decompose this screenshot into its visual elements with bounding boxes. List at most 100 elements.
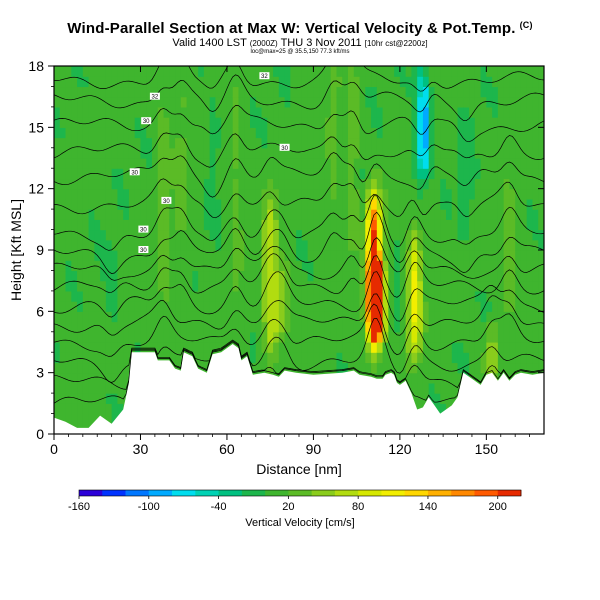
x-axis-label: Distance [nm] <box>256 461 342 477</box>
velocity-cell <box>307 290 315 302</box>
velocity-cell <box>480 250 487 261</box>
velocity-cell <box>238 352 245 364</box>
velocity-cell <box>105 393 113 404</box>
velocity-cell <box>480 178 487 190</box>
velocity-cell <box>399 260 407 272</box>
velocity-cell <box>371 301 378 312</box>
velocity-cell <box>319 250 326 261</box>
velocity-cell <box>290 86 297 98</box>
velocity-cell <box>371 158 378 169</box>
velocity-cell <box>446 290 453 302</box>
velocity-cell <box>111 301 119 312</box>
velocity-cell <box>140 331 147 343</box>
velocity-cell <box>111 372 119 384</box>
velocity-cell <box>515 301 522 312</box>
velocity-cell <box>203 178 211 190</box>
velocity-cell <box>324 86 332 98</box>
velocity-cell <box>509 280 516 292</box>
velocity-cell <box>134 270 142 282</box>
velocity-cell <box>77 342 84 353</box>
velocity-cell <box>348 158 355 169</box>
velocity-cell <box>348 96 355 108</box>
velocity-cell <box>169 352 176 364</box>
velocity-cell <box>255 362 263 374</box>
chart-title-text: Wind-Parallel Section at Max W: Vertical… <box>67 20 516 37</box>
velocity-cell <box>278 137 286 149</box>
velocity-cell <box>221 76 228 88</box>
velocity-cell <box>273 239 280 251</box>
velocity-cell <box>371 219 378 231</box>
velocity-cell <box>342 301 349 312</box>
velocity-cell <box>65 280 72 292</box>
velocity-cell <box>180 188 188 200</box>
velocity-cell <box>336 76 343 88</box>
velocity-cell <box>388 127 395 139</box>
velocity-cell <box>273 198 280 210</box>
velocity-cell <box>324 147 332 159</box>
velocity-cell <box>336 331 343 343</box>
velocity-cell <box>146 168 153 180</box>
velocity-cell <box>411 260 418 272</box>
velocity-cell <box>175 290 182 302</box>
velocity-cell <box>215 86 222 98</box>
velocity-cell <box>457 158 464 169</box>
velocity-cell <box>226 270 234 282</box>
velocity-cell <box>65 76 72 88</box>
velocity-cell <box>59 106 67 118</box>
velocity-cell <box>480 352 487 364</box>
velocity-cell <box>255 147 263 159</box>
velocity-cell <box>434 260 441 272</box>
velocity-cell <box>422 219 430 231</box>
velocity-cell <box>100 311 107 323</box>
velocity-cell <box>82 382 90 394</box>
velocity-cell <box>140 66 147 77</box>
velocity-cell <box>474 117 482 128</box>
velocity-cell <box>457 270 464 282</box>
velocity-cell <box>474 158 482 169</box>
velocity-cell <box>422 290 430 302</box>
velocity-cell <box>105 86 113 98</box>
velocity-cell <box>376 147 384 159</box>
velocity-cell <box>192 321 199 333</box>
velocity-cell <box>313 106 320 118</box>
velocity-cell <box>457 147 464 159</box>
velocity-cell <box>451 209 459 220</box>
velocity-cell <box>169 209 176 220</box>
velocity-cell <box>238 331 245 343</box>
velocity-cell <box>94 239 101 251</box>
velocity-cell <box>77 250 84 261</box>
velocity-cell <box>175 106 182 118</box>
velocity-cell <box>77 229 84 241</box>
velocity-cell <box>290 311 297 323</box>
velocity-cell <box>336 127 343 139</box>
velocity-cell <box>503 106 511 118</box>
velocity-cell <box>94 382 101 394</box>
velocity-cell <box>474 106 482 118</box>
velocity-cell <box>388 158 395 169</box>
velocity-cell <box>515 86 522 98</box>
velocity-cell <box>296 158 303 169</box>
velocity-cell <box>532 137 539 149</box>
velocity-cell <box>198 168 205 180</box>
velocity-cell <box>65 290 72 302</box>
velocity-cell <box>192 158 199 169</box>
velocity-cell <box>486 270 493 282</box>
velocity-cell <box>434 127 441 139</box>
velocity-cell <box>203 260 211 272</box>
velocity-cell <box>348 352 355 364</box>
velocity-cell <box>376 311 384 323</box>
velocity-cell <box>503 290 511 302</box>
velocity-cell <box>255 209 263 220</box>
velocity-cell <box>515 239 522 251</box>
velocity-cell <box>486 76 493 88</box>
velocity-cell <box>82 147 90 159</box>
velocity-cell <box>203 301 211 312</box>
velocity-cell <box>261 352 268 364</box>
velocity-cell <box>186 106 193 118</box>
velocity-cell <box>434 76 441 88</box>
velocity-cell <box>417 250 424 261</box>
velocity-cell <box>503 342 511 353</box>
velocity-cell <box>428 260 436 272</box>
velocity-cell <box>117 209 124 220</box>
velocity-cell <box>290 178 297 190</box>
